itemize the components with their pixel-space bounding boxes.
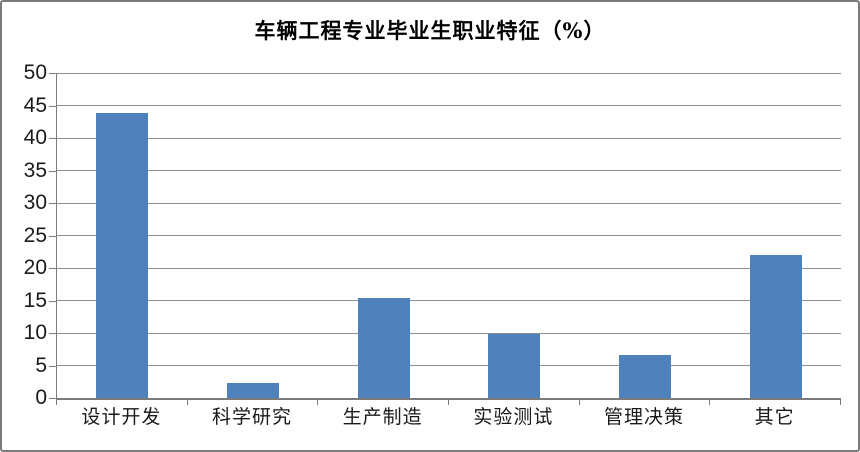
y-axis-label: 30 (23, 191, 47, 214)
y-axis-label: 5 (35, 353, 47, 377)
x-axis-tick (186, 399, 188, 405)
chart-title: 车辆工程专业毕业生职业特征（%） (254, 18, 606, 43)
y-axis-tick (49, 170, 56, 172)
gridline (57, 300, 841, 301)
x-axis-label: 生产制造 (342, 406, 423, 428)
y-axis-tick (49, 138, 56, 139)
x-axis-tick (317, 399, 319, 405)
gridline (57, 202, 841, 204)
y-axis-tick (49, 300, 56, 302)
gridline (57, 235, 841, 236)
y-axis-label: 45 (23, 93, 47, 117)
x-axis-tick (709, 399, 711, 405)
y-axis-tick (49, 73, 56, 74)
x-axis-label: 设计开发 (81, 406, 162, 428)
plot-area (56, 72, 841, 400)
gridline (57, 105, 841, 106)
gridline (57, 267, 841, 269)
y-axis-label: 40 (23, 126, 47, 149)
gridline (57, 137, 841, 139)
bar-5 (619, 355, 671, 398)
x-axis-tick (840, 399, 841, 405)
y-axis-label: 25 (23, 223, 47, 247)
y-axis-tick (49, 365, 56, 367)
x-axis-label: 实验测试 (473, 406, 554, 428)
y-axis-label: 50 (23, 61, 47, 84)
bar-3 (357, 297, 410, 398)
y-axis-tick (49, 268, 56, 269)
gridline (57, 365, 841, 366)
bar-1 (96, 112, 149, 398)
y-axis-tick (49, 333, 56, 334)
x-axis-tick (56, 399, 57, 405)
bar-2 (227, 383, 279, 398)
y-axis-label: 15 (23, 288, 47, 312)
bar-4 (488, 334, 541, 398)
y-axis-tick (49, 203, 56, 204)
x-axis-label: 其它 (754, 406, 795, 428)
gridline (57, 72, 841, 74)
y-axis-label: 0 (35, 386, 47, 409)
y-axis-tick (49, 398, 56, 399)
y-axis-label: 35 (23, 158, 47, 182)
x-axis-tick (448, 399, 449, 405)
x-axis-label: 管理决策 (603, 406, 684, 428)
gridline (57, 332, 841, 334)
x-axis-label: 科学研究 (211, 406, 292, 428)
y-axis-label: 10 (23, 321, 47, 344)
gridline (57, 170, 841, 171)
y-axis-tick (49, 235, 56, 237)
y-axis-tick (49, 105, 56, 107)
x-axis-tick (578, 399, 580, 405)
bar-6 (749, 255, 802, 398)
y-axis-label: 20 (23, 256, 47, 279)
